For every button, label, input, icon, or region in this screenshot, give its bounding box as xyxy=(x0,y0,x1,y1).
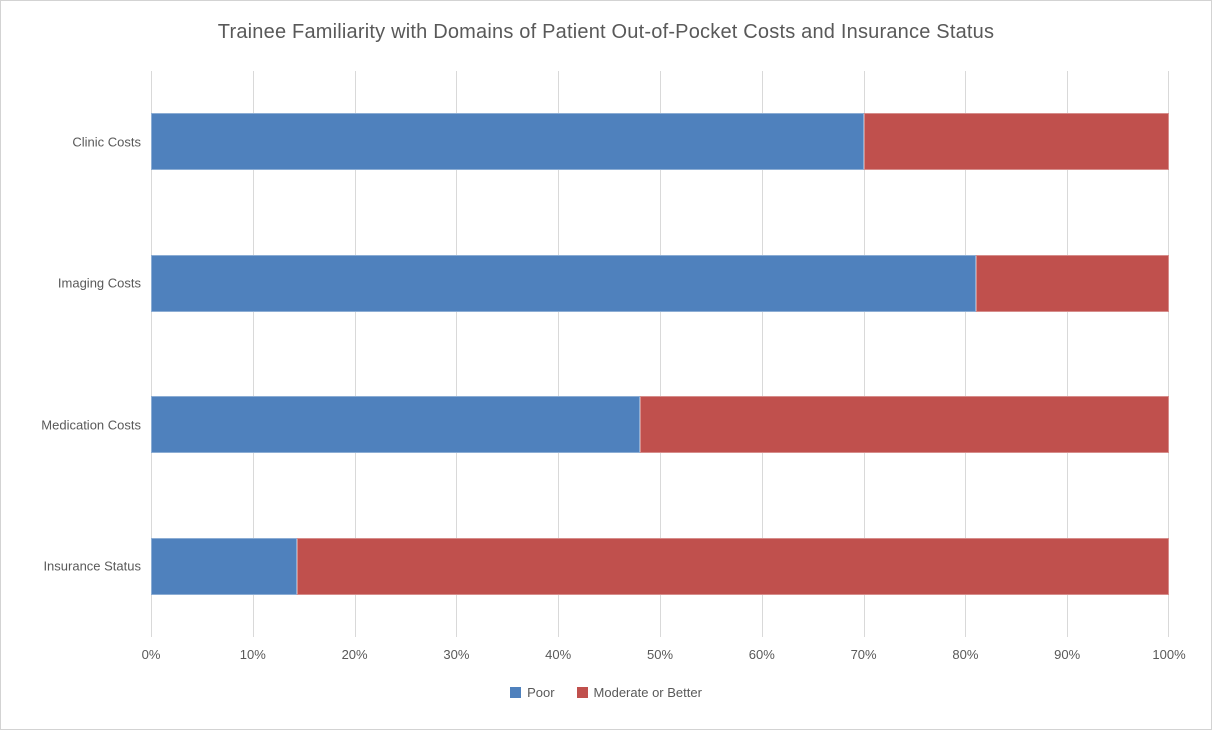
category-label-imaging-costs: Imaging Costs xyxy=(57,275,141,291)
legend-swatch-icon xyxy=(576,687,588,698)
category-label-insurance-status: Insurance Status xyxy=(43,558,141,574)
gridline xyxy=(1168,71,1169,637)
legend-item-moderate-or-better: Moderate or Better xyxy=(576,685,702,700)
legend-item-poor: Poor xyxy=(510,685,555,700)
bar-segment-poor-insurance-status xyxy=(151,537,297,595)
bar-segment-moderate-or-better-imaging-costs xyxy=(975,254,1169,312)
gridline xyxy=(965,71,967,637)
x-axis-tick-label: 30% xyxy=(443,647,470,662)
gridline xyxy=(863,71,865,637)
gridline xyxy=(151,71,152,637)
bar-segment-poor-clinic-costs xyxy=(151,113,864,171)
legend-swatch-icon xyxy=(510,687,522,698)
gridline xyxy=(761,71,763,637)
gridline xyxy=(354,71,356,637)
gridline xyxy=(558,71,560,637)
bar-segment-moderate-or-better-insurance-status xyxy=(296,537,1169,595)
x-axis-tick-label: 60% xyxy=(748,647,775,662)
x-axis-tick-label: 80% xyxy=(952,647,979,662)
legend-label: Moderate or Better xyxy=(593,685,702,700)
bar-segment-poor-medication-costs xyxy=(151,396,640,454)
x-axis-tick-label: 50% xyxy=(646,647,674,662)
bar-segment-moderate-or-better-medication-costs xyxy=(639,396,1169,454)
gridline xyxy=(456,71,458,637)
x-axis-tick-label: 0% xyxy=(141,647,161,662)
gridline xyxy=(660,71,661,637)
x-axis-tick-label: 40% xyxy=(545,647,572,662)
bar-segment-poor-imaging-costs xyxy=(151,254,976,312)
category-label-clinic-costs: Clinic Costs xyxy=(72,134,141,150)
x-axis-tick-label: 20% xyxy=(341,647,368,662)
plot-area xyxy=(151,71,1169,637)
x-axis-tick-label: 90% xyxy=(1054,647,1081,662)
legend: Poor Moderate or Better xyxy=(1,685,1211,700)
gridline xyxy=(1067,71,1069,637)
bar-segment-moderate-or-better-clinic-costs xyxy=(863,113,1169,171)
gridline xyxy=(252,71,254,637)
category-label-medication-costs: Medication Costs xyxy=(41,417,141,433)
x-axis-tick-label: 10% xyxy=(239,647,266,662)
x-axis-tick-label: 100% xyxy=(1152,647,1186,662)
x-axis-tick-label: 70% xyxy=(850,647,877,662)
legend-label: Poor xyxy=(527,685,555,700)
chart-title: Trainee Familiarity with Domains of Pati… xyxy=(217,21,995,43)
